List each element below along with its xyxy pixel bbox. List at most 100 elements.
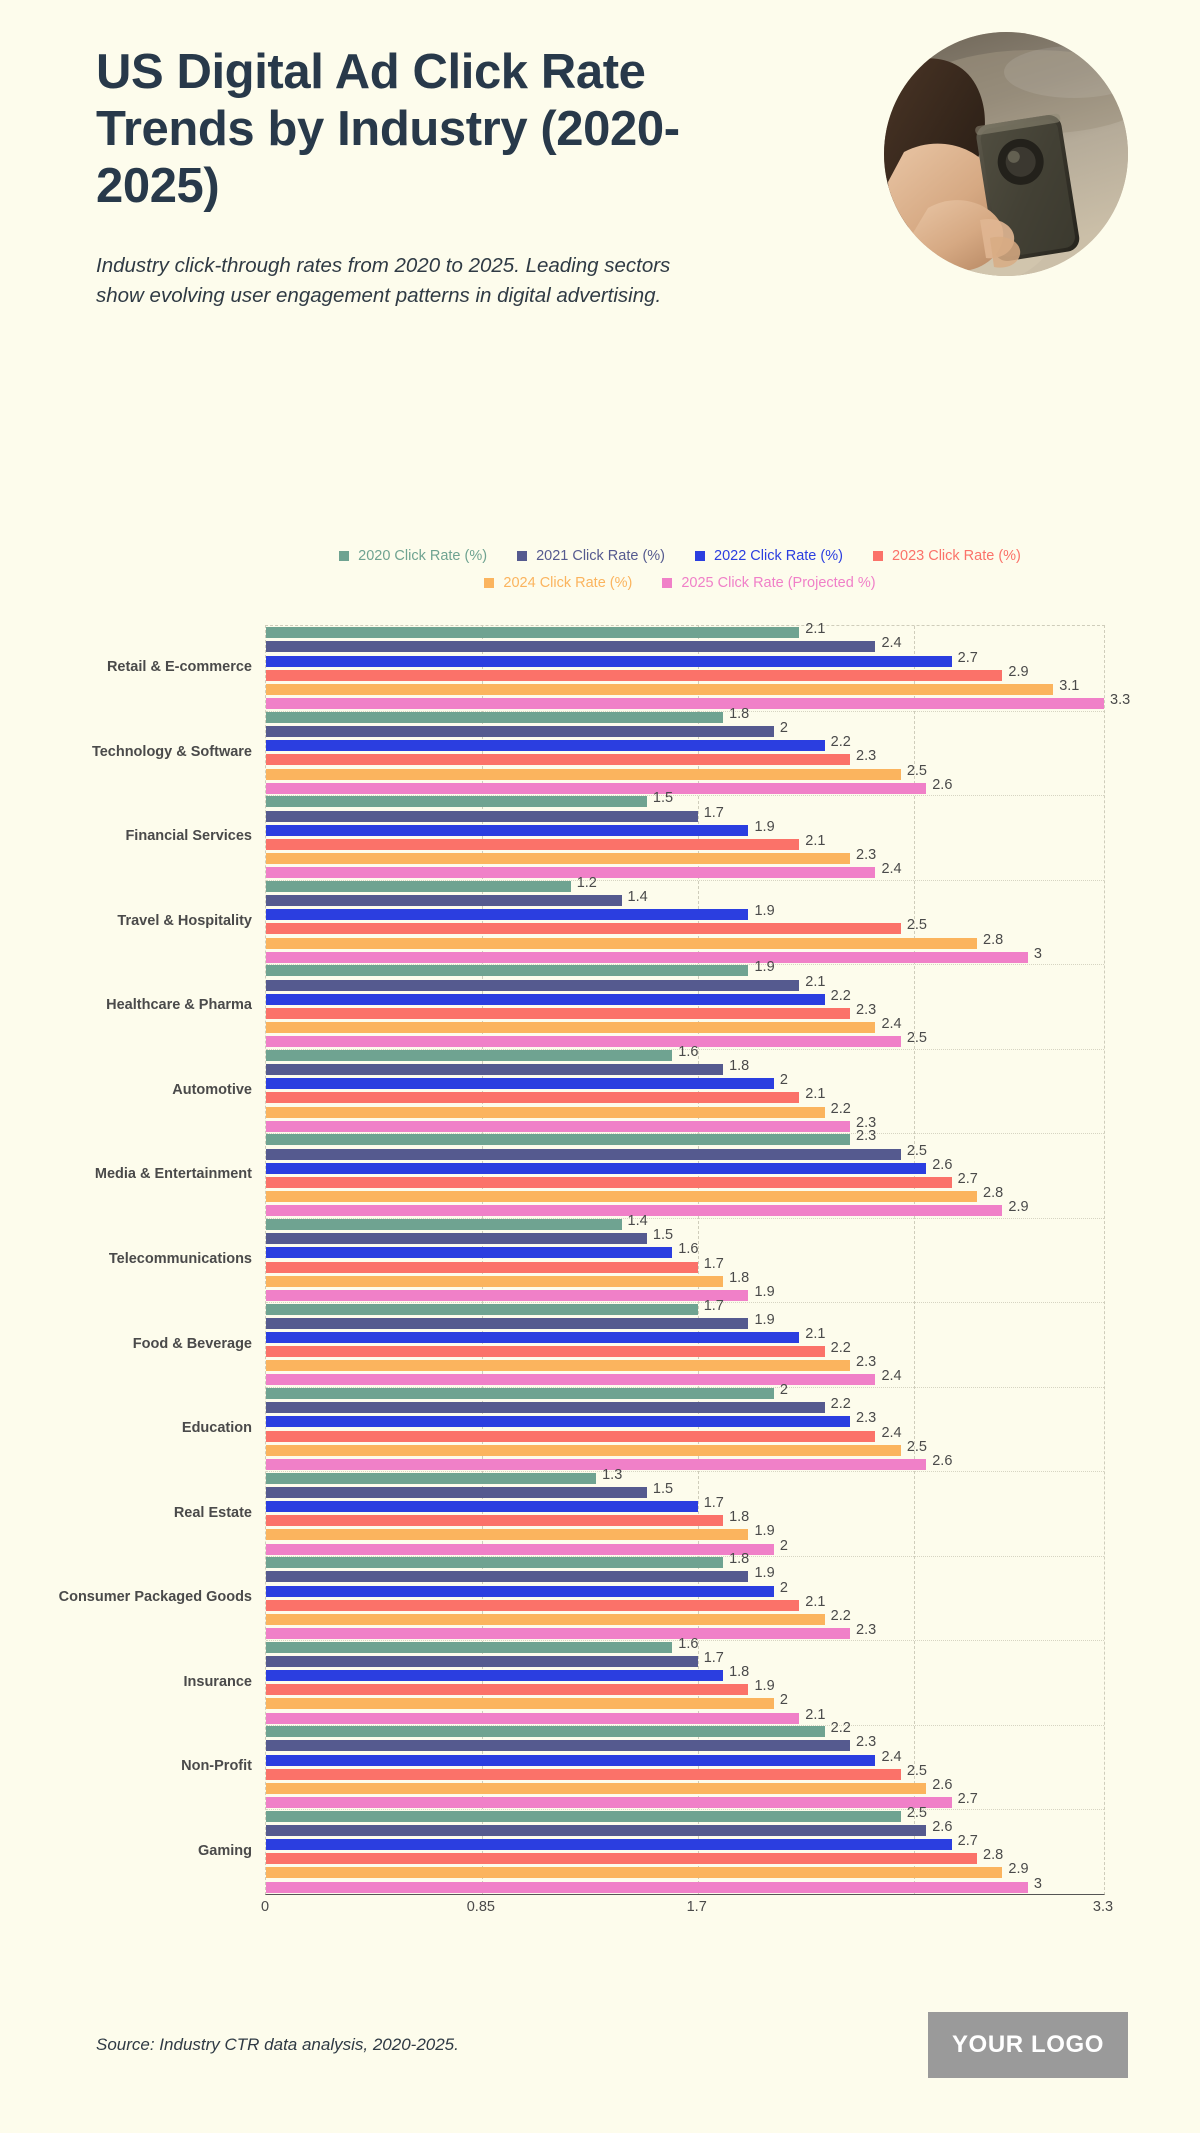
chart-bar[interactable] xyxy=(266,1641,673,1653)
chart-bar[interactable] xyxy=(266,1867,1003,1879)
chart-bar[interactable] xyxy=(266,1613,825,1625)
chart-bar[interactable] xyxy=(266,979,800,991)
chart-bar[interactable] xyxy=(266,1078,774,1090)
chart-bar[interactable] xyxy=(266,1585,774,1597)
chart-bar[interactable] xyxy=(266,740,825,752)
chart-bar[interactable] xyxy=(266,1374,876,1386)
chart-bar[interactable] xyxy=(266,1684,749,1696)
bar-row: 1.6 xyxy=(266,1241,1104,1259)
chart-bar[interactable] xyxy=(266,880,571,892)
chart-bar[interactable] xyxy=(266,1148,901,1160)
chart-bar[interactable] xyxy=(266,993,825,1005)
chart-bar[interactable] xyxy=(266,895,622,907)
chart-bar[interactable] xyxy=(266,1500,698,1512)
chart-bar[interactable] xyxy=(266,1543,774,1555)
chart-bar[interactable] xyxy=(266,1247,673,1259)
chart-bar[interactable] xyxy=(266,1275,724,1287)
chart-bar[interactable] xyxy=(266,1459,927,1470)
chart-bar[interactable] xyxy=(266,1134,851,1146)
chart-bar[interactable] xyxy=(266,838,800,850)
chart-bar[interactable] xyxy=(266,1486,647,1498)
chart-bar[interactable] xyxy=(266,1881,1028,1893)
chart-bar[interactable] xyxy=(266,1698,774,1710)
chart-bar[interactable] xyxy=(266,1205,1003,1217)
logo-placeholder[interactable]: YOUR LOGO xyxy=(928,2012,1128,2078)
chart-bar[interactable] xyxy=(266,1036,901,1048)
chart-bar[interactable] xyxy=(266,1049,673,1061)
chart-bar[interactable] xyxy=(266,1177,952,1189)
chart-bar[interactable] xyxy=(266,867,876,879)
chart-bar[interactable] xyxy=(266,1289,749,1301)
legend-item-2025[interactable]: 2025 Click Rate (Projected %) xyxy=(662,575,876,591)
chart-bar[interactable] xyxy=(266,1106,825,1118)
chart-bar[interactable] xyxy=(266,1233,647,1245)
chart-bar[interactable] xyxy=(266,1599,800,1611)
chart-bar[interactable] xyxy=(266,824,749,836)
chart-bar[interactable] xyxy=(266,1768,901,1780)
chart-bar[interactable] xyxy=(266,641,876,653)
chart-bar[interactable] xyxy=(266,1529,749,1541)
chart-bar[interactable] xyxy=(266,768,901,780)
chart-bar[interactable] xyxy=(266,810,698,822)
chart-bar[interactable] xyxy=(266,1824,927,1836)
chart-bar[interactable] xyxy=(266,1782,927,1794)
chart-bar[interactable] xyxy=(266,1839,952,1851)
legend-item-2022[interactable]: 2022 Click Rate (%) xyxy=(695,548,843,564)
chart-bar[interactable] xyxy=(266,669,1003,681)
chart-bar[interactable] xyxy=(266,923,901,935)
legend-item-2023[interactable]: 2023 Click Rate (%) xyxy=(872,548,1021,564)
chart-bar[interactable] xyxy=(266,853,851,865)
chart-bar[interactable] xyxy=(266,1092,800,1104)
chart-bar[interactable] xyxy=(266,754,851,766)
chart-bar[interactable] xyxy=(266,1740,851,1752)
chart-bar[interactable] xyxy=(266,1628,851,1640)
legend-item-2021[interactable]: 2021 Click Rate (%) xyxy=(517,548,665,564)
chart-bar[interactable] xyxy=(266,796,647,808)
chart-bar[interactable] xyxy=(266,1712,800,1724)
chart-bar[interactable] xyxy=(266,1402,825,1414)
chart-bar[interactable] xyxy=(266,937,978,949)
chart-bar[interactable] xyxy=(266,684,1054,696)
legend-item-2024[interactable]: 2024 Click Rate (%) xyxy=(484,575,632,591)
chart-bar[interactable] xyxy=(266,1557,724,1569)
chart-bar[interactable] xyxy=(266,1853,978,1865)
chart-bar[interactable] xyxy=(266,1571,749,1583)
chart-bar[interactable] xyxy=(266,1444,901,1456)
chart-bar[interactable] xyxy=(266,1191,978,1203)
chart-bar[interactable] xyxy=(266,1120,851,1132)
chart-bar[interactable] xyxy=(266,1515,724,1527)
chart-bar[interactable] xyxy=(266,1219,622,1230)
chart-bar[interactable] xyxy=(266,725,774,737)
chart-bar[interactable] xyxy=(266,1162,927,1174)
chart-bar[interactable] xyxy=(266,1360,851,1372)
bar-value-label: 2.6 xyxy=(932,776,953,793)
chart-bar[interactable] xyxy=(266,965,749,977)
chart-bar[interactable] xyxy=(266,1331,800,1343)
chart-bar[interactable] xyxy=(266,1472,597,1484)
bar-value-label: 2.7 xyxy=(957,1833,978,1850)
chart-bar[interactable] xyxy=(266,655,952,667)
chart-bar[interactable] xyxy=(266,1754,876,1766)
chart-bar[interactable] xyxy=(266,1007,851,1019)
chart-bar[interactable] xyxy=(266,1022,876,1034)
chart-bar[interactable] xyxy=(266,782,927,794)
chart-bar[interactable] xyxy=(266,1388,774,1400)
chart-bar[interactable] xyxy=(266,627,800,639)
chart-bar[interactable] xyxy=(266,698,1104,710)
chart-bar[interactable] xyxy=(266,711,724,723)
legend-item-2020[interactable]: 2020 Click Rate (%) xyxy=(339,548,487,564)
chart-bar[interactable] xyxy=(266,1416,851,1428)
chart-bar[interactable] xyxy=(266,951,1028,963)
chart-bar[interactable] xyxy=(266,1303,698,1315)
chart-bar[interactable] xyxy=(266,1064,724,1076)
chart-bar[interactable] xyxy=(266,1726,825,1738)
chart-bar[interactable] xyxy=(266,1317,749,1329)
chart-bar[interactable] xyxy=(266,1670,724,1682)
chart-bar[interactable] xyxy=(266,1810,901,1822)
chart-bar[interactable] xyxy=(266,1797,952,1809)
chart-bar[interactable] xyxy=(266,1655,698,1667)
chart-bar[interactable] xyxy=(266,1430,876,1442)
chart-bar[interactable] xyxy=(266,1346,825,1358)
chart-bar[interactable] xyxy=(266,1261,698,1273)
chart-bar[interactable] xyxy=(266,909,749,921)
